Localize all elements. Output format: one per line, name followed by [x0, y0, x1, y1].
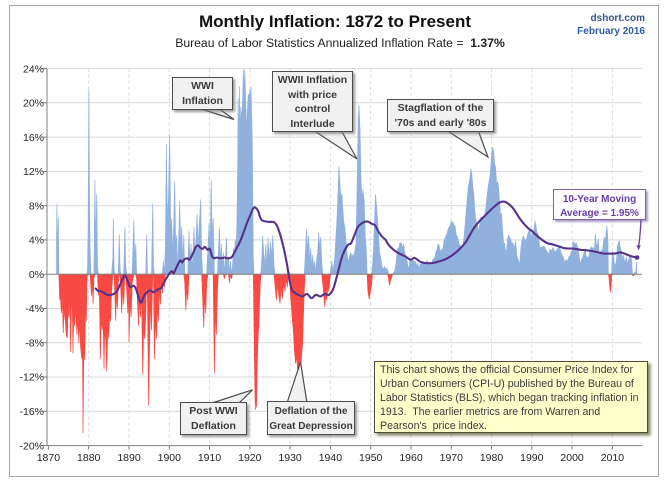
svg-text:1940: 1940 [319, 452, 343, 464]
svg-text:-16%: -16% [19, 406, 44, 418]
svg-text:1990: 1990 [520, 452, 544, 464]
svg-text:2010: 2010 [601, 452, 625, 464]
svg-text:4%: 4% [29, 235, 44, 247]
svg-text:1930: 1930 [278, 452, 302, 464]
svg-text:1920: 1920 [238, 452, 262, 464]
svg-text:2000: 2000 [560, 452, 584, 464]
svg-text:-4%: -4% [25, 303, 44, 315]
svg-text:8%: 8% [29, 200, 44, 212]
svg-text:1890: 1890 [117, 452, 141, 464]
svg-text:1870: 1870 [37, 452, 61, 464]
svg-text:1880: 1880 [77, 452, 101, 464]
svg-text:1970: 1970 [440, 452, 464, 464]
svg-text:16%: 16% [23, 132, 44, 144]
svg-text:-8%: -8% [25, 337, 44, 349]
svg-text:-20%: -20% [19, 440, 44, 452]
svg-text:1980: 1980 [480, 452, 504, 464]
svg-text:20%: 20% [23, 98, 44, 110]
svg-text:1950: 1950 [359, 452, 383, 464]
svg-text:12%: 12% [23, 166, 44, 178]
svg-text:-12%: -12% [19, 372, 44, 384]
svg-text:1900: 1900 [158, 452, 182, 464]
svg-text:24%: 24% [23, 63, 44, 75]
svg-text:0%: 0% [29, 269, 44, 281]
svg-text:1960: 1960 [399, 452, 423, 464]
svg-text:1910: 1910 [198, 452, 222, 464]
